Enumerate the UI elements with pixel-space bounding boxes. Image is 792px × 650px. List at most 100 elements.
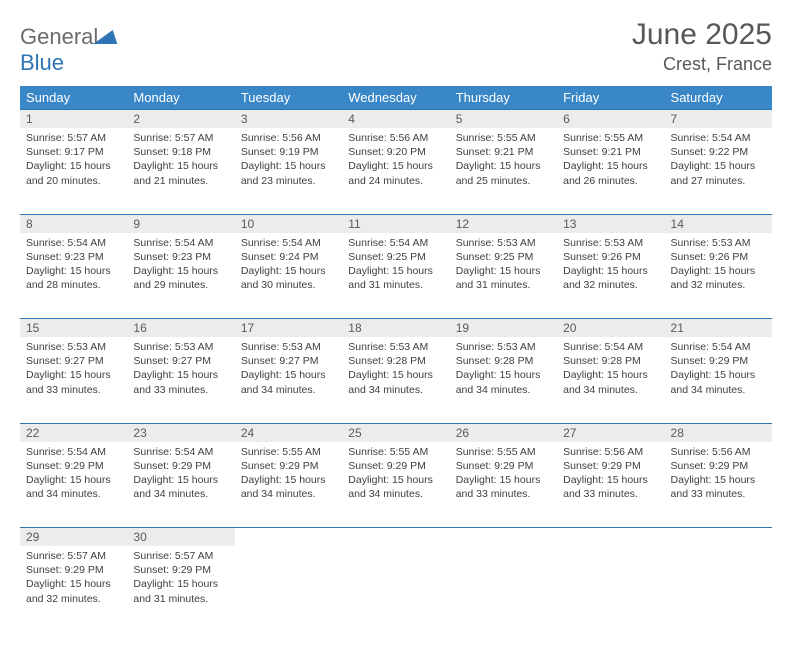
day-number: 4 [342, 110, 449, 129]
day-number: 10 [235, 214, 342, 233]
sunset-line: Sunset: 9:29 PM [133, 563, 228, 577]
sunrise-line: Sunrise: 5:54 AM [26, 236, 121, 250]
sunrise-line: Sunrise: 5:57 AM [26, 131, 121, 145]
sunrise-line: Sunrise: 5:53 AM [26, 340, 121, 354]
sunrise-line: Sunrise: 5:55 AM [563, 131, 658, 145]
day-cell: Sunrise: 5:56 AMSunset: 9:19 PMDaylight:… [235, 128, 342, 214]
day-body-row: Sunrise: 5:57 AMSunset: 9:29 PMDaylight:… [20, 546, 772, 632]
daylight-line: Daylight: 15 hours and 29 minutes. [133, 264, 228, 292]
day-cell: Sunrise: 5:53 AMSunset: 9:27 PMDaylight:… [127, 337, 234, 423]
sunset-line: Sunset: 9:27 PM [26, 354, 121, 368]
day-number: 17 [235, 319, 342, 338]
day-number: 1 [20, 110, 127, 129]
sunset-line: Sunset: 9:29 PM [348, 459, 443, 473]
sunset-line: Sunset: 9:29 PM [26, 459, 121, 473]
day-body-row: Sunrise: 5:54 AMSunset: 9:23 PMDaylight:… [20, 233, 772, 319]
day-number: 29 [20, 528, 127, 547]
day-number: 3 [235, 110, 342, 129]
sunset-line: Sunset: 9:29 PM [133, 459, 228, 473]
day-number: 12 [450, 214, 557, 233]
day-cell: Sunrise: 5:56 AMSunset: 9:20 PMDaylight:… [342, 128, 449, 214]
sunrise-line: Sunrise: 5:55 AM [348, 445, 443, 459]
day-number: 9 [127, 214, 234, 233]
day-cell: Sunrise: 5:54 AMSunset: 9:24 PMDaylight:… [235, 233, 342, 319]
sunset-line: Sunset: 9:27 PM [241, 354, 336, 368]
day-number: 16 [127, 319, 234, 338]
calendar-body: 1234567Sunrise: 5:57 AMSunset: 9:17 PMDa… [20, 110, 772, 633]
day-cell: Sunrise: 5:57 AMSunset: 9:29 PMDaylight:… [20, 546, 127, 632]
empty-cell [235, 546, 342, 632]
title-block: June 2025 Crest, France [632, 18, 772, 75]
day-cell: Sunrise: 5:57 AMSunset: 9:29 PMDaylight:… [127, 546, 234, 632]
sunset-line: Sunset: 9:27 PM [133, 354, 228, 368]
day-number: 24 [235, 423, 342, 442]
daylight-line: Daylight: 15 hours and 34 minutes. [456, 368, 551, 396]
sunset-line: Sunset: 9:29 PM [456, 459, 551, 473]
day-cell: Sunrise: 5:55 AMSunset: 9:29 PMDaylight:… [235, 442, 342, 528]
daylight-line: Daylight: 15 hours and 33 minutes. [456, 473, 551, 501]
day-number: 11 [342, 214, 449, 233]
sunrise-line: Sunrise: 5:56 AM [348, 131, 443, 145]
empty-cell [342, 546, 449, 632]
day-number: 15 [20, 319, 127, 338]
day-number: 18 [342, 319, 449, 338]
day-cell: Sunrise: 5:53 AMSunset: 9:28 PMDaylight:… [450, 337, 557, 423]
daylight-line: Daylight: 15 hours and 32 minutes. [671, 264, 766, 292]
daylight-line: Daylight: 15 hours and 33 minutes. [563, 473, 658, 501]
daylight-line: Daylight: 15 hours and 32 minutes. [26, 577, 121, 605]
weekday-header: Wednesday [342, 86, 449, 110]
day-body-row: Sunrise: 5:57 AMSunset: 9:17 PMDaylight:… [20, 128, 772, 214]
day-cell: Sunrise: 5:54 AMSunset: 9:29 PMDaylight:… [665, 337, 772, 423]
day-cell: Sunrise: 5:57 AMSunset: 9:17 PMDaylight:… [20, 128, 127, 214]
weekday-header: Sunday [20, 86, 127, 110]
logo-part2: Blue [20, 50, 64, 75]
day-number: 7 [665, 110, 772, 129]
sunset-line: Sunset: 9:24 PM [241, 250, 336, 264]
sunset-line: Sunset: 9:23 PM [26, 250, 121, 264]
header: General Blue June 2025 Crest, France [20, 18, 772, 76]
daylight-line: Daylight: 15 hours and 34 minutes. [133, 473, 228, 501]
daylight-line: Daylight: 15 hours and 34 minutes. [241, 473, 336, 501]
sunset-line: Sunset: 9:29 PM [241, 459, 336, 473]
day-cell: Sunrise: 5:54 AMSunset: 9:29 PMDaylight:… [127, 442, 234, 528]
day-number: 25 [342, 423, 449, 442]
empty-cell [450, 528, 557, 547]
sunrise-line: Sunrise: 5:53 AM [671, 236, 766, 250]
daylight-line: Daylight: 15 hours and 31 minutes. [133, 577, 228, 605]
sunset-line: Sunset: 9:17 PM [26, 145, 121, 159]
sunset-line: Sunset: 9:28 PM [348, 354, 443, 368]
day-number: 28 [665, 423, 772, 442]
day-number: 21 [665, 319, 772, 338]
sunrise-line: Sunrise: 5:53 AM [456, 236, 551, 250]
sunset-line: Sunset: 9:28 PM [563, 354, 658, 368]
daylight-line: Daylight: 15 hours and 25 minutes. [456, 159, 551, 187]
sunrise-line: Sunrise: 5:56 AM [671, 445, 766, 459]
daynum-row: 15161718192021 [20, 319, 772, 338]
daylight-line: Daylight: 15 hours and 21 minutes. [133, 159, 228, 187]
empty-cell [450, 546, 557, 632]
sunrise-line: Sunrise: 5:54 AM [133, 236, 228, 250]
sunset-line: Sunset: 9:25 PM [348, 250, 443, 264]
day-cell: Sunrise: 5:54 AMSunset: 9:29 PMDaylight:… [20, 442, 127, 528]
day-cell: Sunrise: 5:54 AMSunset: 9:23 PMDaylight:… [127, 233, 234, 319]
sunrise-line: Sunrise: 5:53 AM [563, 236, 658, 250]
sunrise-line: Sunrise: 5:53 AM [241, 340, 336, 354]
day-number: 26 [450, 423, 557, 442]
day-cell: Sunrise: 5:55 AMSunset: 9:29 PMDaylight:… [342, 442, 449, 528]
sunset-line: Sunset: 9:29 PM [671, 354, 766, 368]
calendar-table: SundayMondayTuesdayWednesdayThursdayFrid… [20, 86, 772, 632]
sunset-line: Sunset: 9:20 PM [348, 145, 443, 159]
day-number: 22 [20, 423, 127, 442]
day-number: 23 [127, 423, 234, 442]
day-number: 2 [127, 110, 234, 129]
daynum-row: 22232425262728 [20, 423, 772, 442]
sunset-line: Sunset: 9:21 PM [563, 145, 658, 159]
sunrise-line: Sunrise: 5:57 AM [133, 131, 228, 145]
logo: General Blue [20, 18, 118, 76]
day-cell: Sunrise: 5:55 AMSunset: 9:21 PMDaylight:… [450, 128, 557, 214]
daylight-line: Daylight: 15 hours and 34 minutes. [26, 473, 121, 501]
daylight-line: Daylight: 15 hours and 30 minutes. [241, 264, 336, 292]
sunset-line: Sunset: 9:25 PM [456, 250, 551, 264]
daynum-row: 891011121314 [20, 214, 772, 233]
day-cell: Sunrise: 5:54 AMSunset: 9:28 PMDaylight:… [557, 337, 664, 423]
